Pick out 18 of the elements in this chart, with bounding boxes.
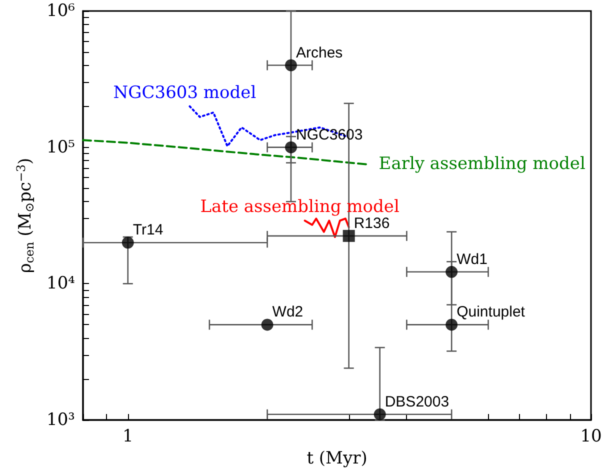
y-tick-label: 10⁴ — [46, 274, 76, 294]
annotation: Wd1 — [456, 250, 488, 268]
series-label: NGC3603 model — [113, 82, 256, 103]
y-tick-label: 10⁵ — [46, 137, 76, 158]
series-label: Early assembling model — [378, 154, 586, 174]
annotation: Arches — [296, 44, 343, 62]
annotation: R136 — [354, 214, 390, 232]
annotation: Quintuplet — [456, 304, 526, 321]
y-tick-label: 10³ — [46, 410, 75, 430]
annotation: Wd2 — [272, 304, 304, 321]
y-axis-title: ρcen (M⊙pc−3) — [14, 158, 37, 274]
x-tick-label: 1 — [122, 426, 134, 446]
x-tick-label: 10 — [580, 426, 602, 446]
annotation: Tr14 — [132, 222, 164, 239]
annotation: DBS2003 — [384, 393, 450, 410]
line-series — [304, 218, 350, 238]
y-tick-label: 10⁶ — [46, 1, 76, 21]
x-axis-title: t (Myr) — [306, 448, 368, 468]
